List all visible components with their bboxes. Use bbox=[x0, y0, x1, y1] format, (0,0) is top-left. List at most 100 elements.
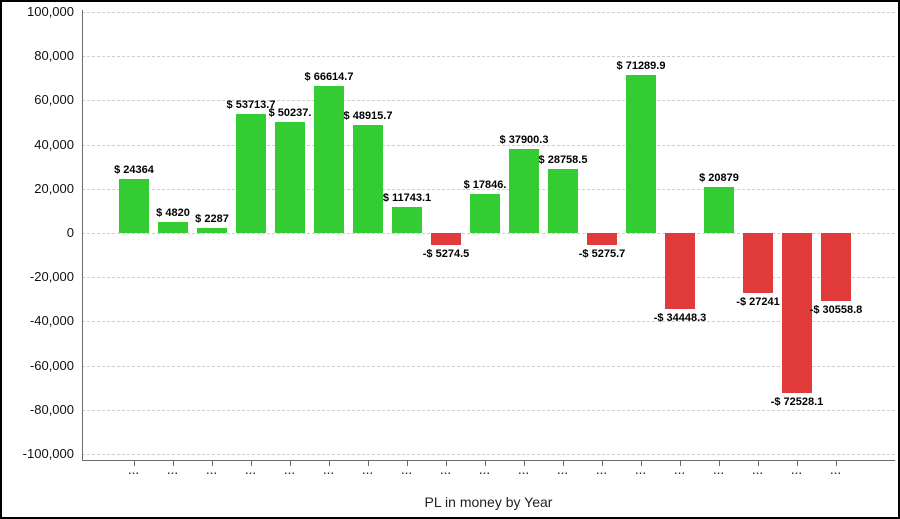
bar-slot: $ 4820... bbox=[156, 2, 190, 517]
positive-bar bbox=[314, 85, 344, 233]
x-axis-tick bbox=[134, 461, 135, 466]
x-axis-tick-label: ... bbox=[596, 466, 608, 477]
positive-bar bbox=[158, 222, 188, 233]
x-axis-tick bbox=[368, 461, 369, 466]
y-axis-tick-label: 80,000 bbox=[34, 48, 74, 64]
bar-value-label: $ 50237. bbox=[268, 106, 312, 119]
bar-slot: -$ 72528.1... bbox=[771, 2, 823, 517]
x-axis-tick-label: ... bbox=[674, 466, 686, 477]
x-axis-tick bbox=[251, 461, 252, 466]
x-axis-tick bbox=[446, 461, 447, 466]
bar-slot: $ 20879... bbox=[699, 2, 739, 517]
positive-bar bbox=[236, 114, 266, 233]
y-axis-tick-label: 20,000 bbox=[34, 180, 74, 196]
gridline bbox=[82, 144, 895, 146]
bar-value-label: $ 37900.3 bbox=[499, 134, 549, 147]
positive-bar bbox=[119, 179, 149, 233]
positive-bar bbox=[197, 227, 227, 233]
bar-slot: $ 37900.3... bbox=[500, 2, 549, 517]
x-axis-tick bbox=[563, 461, 564, 466]
bar-value-label: $ 4820 bbox=[156, 207, 190, 220]
negative-bar bbox=[587, 233, 617, 245]
y-axis-tick-label: -40,000 bbox=[29, 313, 74, 329]
x-axis-tick-label: ... bbox=[323, 466, 335, 477]
x-axis-tick-label: ... bbox=[557, 466, 569, 477]
bar-slot: $ 53713.7... bbox=[227, 2, 276, 517]
bar-slot: -$ 27241... bbox=[736, 2, 780, 517]
gridline bbox=[82, 233, 895, 234]
bar-value-label: -$ 27241 bbox=[736, 296, 780, 309]
bar-slot: $ 50237.... bbox=[269, 2, 312, 517]
y-axis-tick-label: -100,000 bbox=[22, 446, 74, 461]
gridline bbox=[82, 56, 895, 58]
y-axis-tick-label: 0 bbox=[66, 225, 74, 240]
bar-slot: $ 11743.1... bbox=[383, 2, 431, 517]
x-axis-tick bbox=[641, 461, 642, 466]
positive-bar bbox=[275, 121, 305, 233]
gridline bbox=[82, 321, 895, 323]
bar-value-label: $ 66614.7 bbox=[304, 70, 354, 83]
chart-title: PL in money by Year bbox=[424, 494, 553, 510]
bar-value-label: $ 71289.9 bbox=[616, 60, 666, 73]
bar-value-label: $ 48915.7 bbox=[343, 109, 393, 122]
bar-slot: $ 48915.7... bbox=[344, 2, 393, 517]
x-axis-tick-label: ... bbox=[752, 466, 764, 477]
negative-bar bbox=[431, 233, 461, 245]
x-axis-tick-label: ... bbox=[362, 466, 374, 477]
x-axis-tick bbox=[485, 461, 486, 466]
bar-value-label: $ 2287 bbox=[195, 212, 229, 225]
positive-bar bbox=[704, 186, 734, 233]
x-axis-tick bbox=[836, 461, 837, 466]
x-axis-tick bbox=[719, 461, 720, 466]
x-axis-tick-label: ... bbox=[713, 466, 725, 477]
x-axis-tick bbox=[290, 461, 291, 466]
x-axis-tick-label: ... bbox=[635, 466, 647, 477]
y-axis-tick-label: -60,000 bbox=[29, 357, 74, 373]
bar-value-label: $ 11743.1 bbox=[382, 192, 432, 205]
bar-value-label: $ 17846. bbox=[463, 178, 507, 191]
bar-value-label: -$ 72528.1 bbox=[770, 396, 824, 409]
x-axis-tick bbox=[329, 461, 330, 466]
x-axis-tick-label: ... bbox=[284, 466, 296, 477]
bar-slot: $ 24364... bbox=[114, 2, 154, 517]
bar-value-label: $ 28758.5 bbox=[538, 154, 588, 167]
x-axis-tick-label: ... bbox=[440, 466, 452, 477]
positive-bar bbox=[392, 207, 422, 233]
y-axis-tick-label: 60,000 bbox=[34, 92, 74, 108]
x-axis-tick-label: ... bbox=[518, 466, 530, 477]
bar-slot: $ 71289.9... bbox=[617, 2, 666, 517]
gridline bbox=[82, 12, 895, 13]
y-axis-tick-label: -20,000 bbox=[29, 269, 74, 285]
x-axis-tick bbox=[680, 461, 681, 466]
x-axis-tick bbox=[797, 461, 798, 466]
y-axis-tick-label: -80,000 bbox=[29, 401, 74, 417]
x-axis-tick bbox=[407, 461, 408, 466]
bar-value-label: $ 24364 bbox=[114, 164, 154, 177]
gridline bbox=[82, 454, 895, 455]
x-axis-tick-label: ... bbox=[128, 466, 140, 477]
x-axis-tick-label: ... bbox=[830, 466, 842, 477]
bar-slot: -$ 30558.8... bbox=[810, 2, 862, 517]
bar-value-label: -$ 5275.7 bbox=[578, 247, 626, 260]
x-axis-line bbox=[82, 460, 895, 461]
gridline bbox=[82, 409, 895, 411]
positive-bar bbox=[548, 169, 578, 233]
bar-slot: -$ 5274.5... bbox=[423, 2, 469, 517]
bar-slot: $ 17846.... bbox=[464, 2, 507, 517]
y-axis-tick-label: 100,000 bbox=[27, 3, 74, 19]
gridline bbox=[82, 100, 895, 102]
negative-bar bbox=[743, 233, 773, 294]
x-axis-tick-label: ... bbox=[791, 466, 803, 477]
x-axis-tick-label: ... bbox=[479, 466, 491, 477]
negative-bar bbox=[782, 233, 812, 394]
x-axis-tick bbox=[173, 461, 174, 466]
x-axis-tick bbox=[212, 461, 213, 466]
x-axis-tick bbox=[602, 461, 603, 466]
negative-bar bbox=[665, 233, 695, 310]
gridline bbox=[82, 277, 895, 279]
positive-bar bbox=[626, 75, 656, 233]
x-axis-tick bbox=[524, 461, 525, 466]
gridline bbox=[82, 188, 895, 190]
negative-bar bbox=[821, 233, 851, 301]
